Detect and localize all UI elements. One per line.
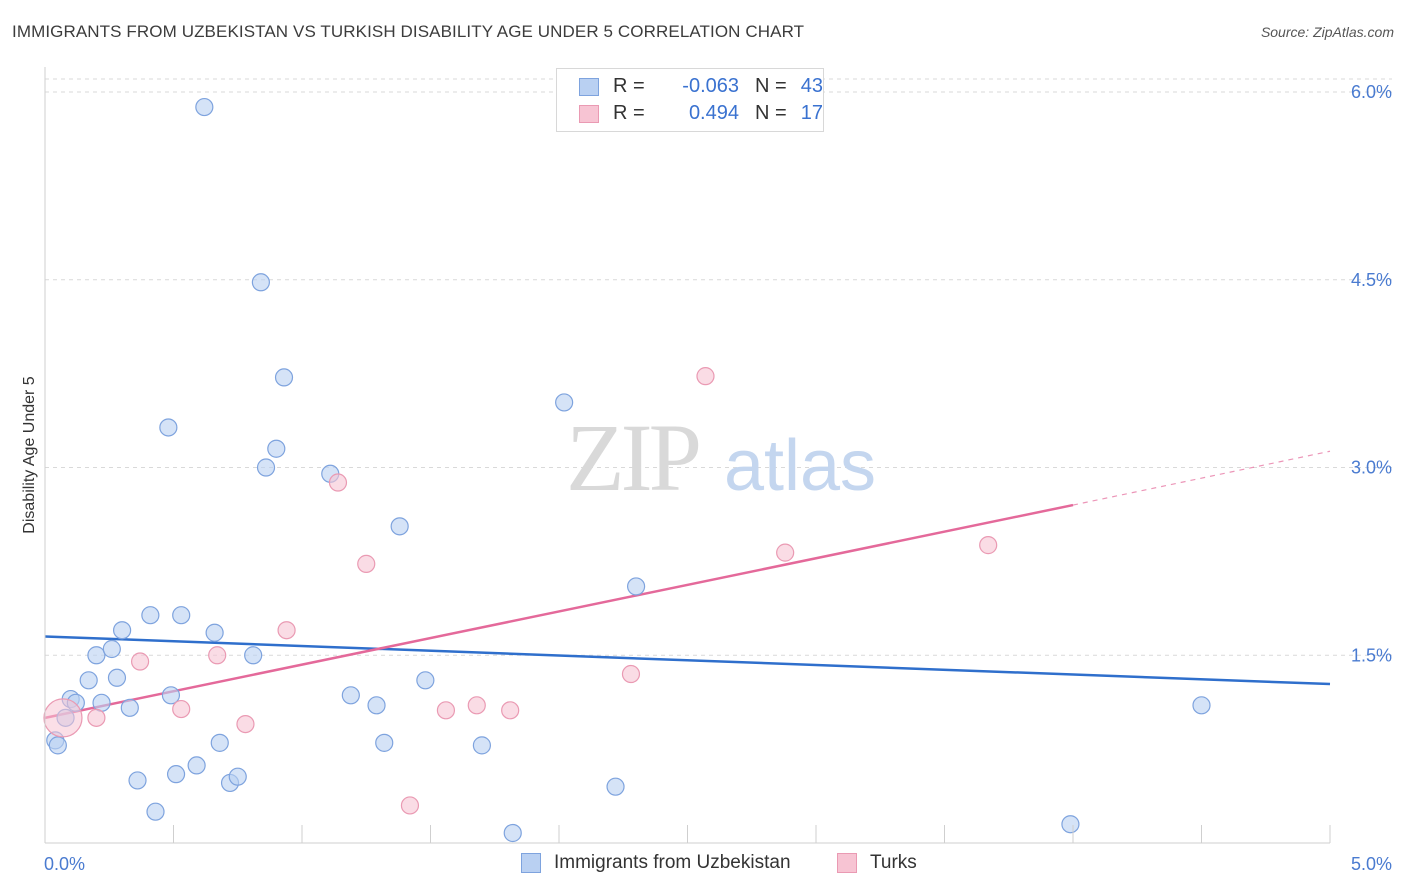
uzbekistan-point [87, 646, 106, 665]
uzbekistan-point [187, 756, 206, 775]
turks-trend-extension [1072, 450, 1331, 506]
uzbekistan-point [472, 736, 491, 755]
uzbekistan-point [341, 686, 360, 705]
legend-n-value: 43 [800, 75, 823, 97]
axis-layer: 1.5% 3.0% 4.5% 6.0% [44, 67, 1392, 844]
legend-swatch-blue [579, 78, 599, 96]
turks-point [130, 652, 150, 671]
uzbekistan-point [228, 767, 247, 786]
y-tick-label: 3.0% [1351, 458, 1392, 478]
bottom-legend-swatch-pink [837, 853, 857, 873]
grid-layer [45, 78, 1392, 656]
uzbekistan-point [172, 606, 191, 625]
uzbekistan-point [244, 646, 263, 665]
uzbekistan-point [210, 733, 229, 752]
y-tick-label: 6.0% [1351, 82, 1392, 102]
uzbekistan-point [375, 733, 394, 752]
turks-point [208, 646, 227, 665]
correlation-legend: R = -0.063 N = 43 R = 0.494 N = 17 [556, 68, 824, 132]
uzbekistan-point [626, 577, 646, 596]
uzbekistan-point [267, 439, 286, 458]
chart-title: IMMIGRANTS FROM UZBEKISTAN VS TURKISH DI… [12, 22, 805, 41]
turks-point [436, 701, 456, 720]
legend-r-label: R = [613, 102, 645, 124]
uzbekistan-point [1192, 696, 1211, 715]
uzbekistan-point [79, 671, 98, 690]
legend-r-label: R = [613, 75, 645, 97]
uzbekistan-point [256, 458, 276, 477]
watermark-zip: ZIP [566, 404, 699, 511]
turks-point [400, 796, 420, 815]
watermark-atlas: atlas [724, 426, 876, 506]
uzbekistan-point [92, 693, 111, 712]
uzbekistan-point [48, 736, 67, 755]
turks-trend-line [44, 503, 1074, 720]
uzbekistan-point [141, 606, 160, 625]
x-tick-label-min: 0.0% [44, 854, 85, 874]
uzbekistan-point [195, 97, 214, 117]
trend-layer [44, 450, 1331, 720]
turks-point [277, 621, 296, 640]
turks-point [979, 536, 998, 555]
uzbekistan-point [274, 368, 294, 387]
turks-point [236, 714, 255, 734]
turks-point [501, 701, 520, 720]
turks-point [621, 664, 641, 684]
uzbekistan-point [112, 621, 132, 640]
x-tick-label-max: 5.0% [1351, 854, 1392, 874]
turks-point [467, 696, 486, 715]
uzbekistan-point [503, 823, 522, 843]
y-axis-label: Disability Age Under 5 [21, 376, 38, 534]
legend-r-value: 0.494 [688, 102, 739, 124]
bottom-legend-label: Immigrants from Uzbekistan [554, 852, 791, 873]
y-tick-label: 4.5% [1351, 270, 1392, 290]
uzbekistan-point [1061, 815, 1080, 834]
legend-r-value: -0.063 [682, 75, 739, 97]
uzbekistan-point [390, 517, 409, 536]
turks-point [357, 554, 376, 573]
uzbekistan-point [128, 771, 147, 790]
turks-point [43, 698, 83, 738]
uzbekistan-point [205, 623, 224, 642]
points-layer [43, 97, 1211, 843]
uzbekistan-point [416, 671, 435, 690]
turks-point [172, 699, 191, 719]
turks-point [696, 367, 715, 386]
y-tick-label: 1.5% [1351, 645, 1392, 665]
uzbekistan-point [102, 639, 121, 659]
legend-n-label: N = [755, 75, 787, 97]
legend-n-value: 17 [800, 102, 823, 124]
turks-point [87, 708, 106, 727]
bottom-legend-label: Turks [870, 852, 917, 873]
uzbekistan-point [606, 777, 625, 796]
turks-point [328, 473, 348, 492]
uzbekistan-point [251, 273, 270, 292]
uzbekistan-point [367, 696, 386, 715]
bottom-legend-swatch-blue [521, 853, 541, 873]
uzbekistan-point [146, 802, 165, 821]
uzbekistan-point [161, 686, 181, 705]
legend-swatch-pink [579, 105, 599, 123]
legend-n-label: N = [755, 102, 787, 124]
source-label: Source: ZipAtlas.com [1260, 24, 1394, 40]
uzbekistan-point [107, 668, 127, 687]
uzbekistan-point [555, 393, 574, 412]
watermark: ZIP atlas [566, 404, 876, 511]
uzbekistan-point [159, 418, 178, 437]
uzbekistan-point [120, 698, 139, 717]
turks-point [776, 543, 795, 562]
uzbekistan-point [166, 765, 186, 784]
uzbekistan-trend-line [44, 635, 1331, 686]
